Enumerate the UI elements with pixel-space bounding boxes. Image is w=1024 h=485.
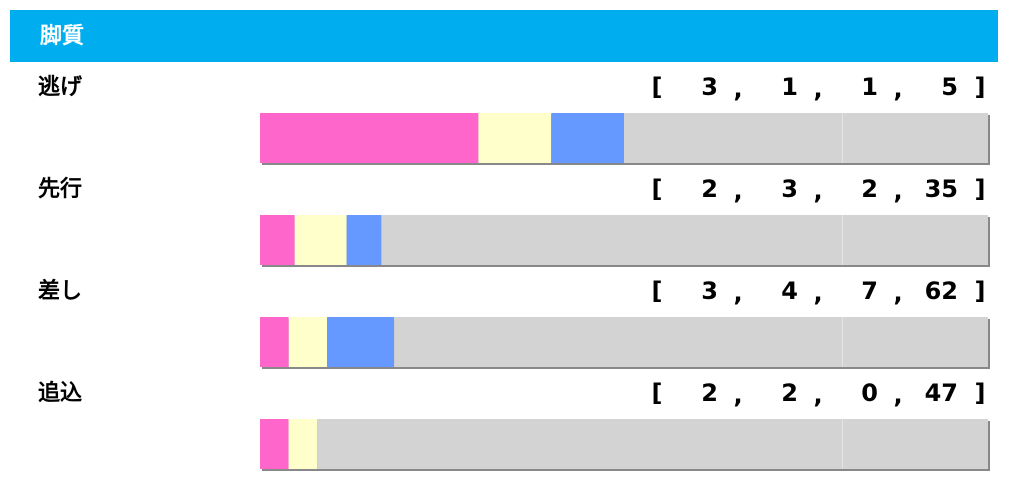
bar-segment — [551, 113, 624, 163]
separator: , — [893, 177, 902, 205]
separator: , — [893, 381, 902, 409]
bar-segment — [624, 113, 988, 163]
value-label: 4 — [781, 277, 798, 305]
value-label: 0 — [861, 379, 878, 407]
value-label: 5 — [941, 73, 958, 101]
bar-segment — [294, 215, 347, 265]
value-label: 3 — [701, 73, 718, 101]
bracket: ] — [975, 277, 986, 305]
category-label: 差し — [38, 278, 82, 304]
separator: , — [813, 75, 822, 103]
value-label: 2 — [781, 379, 798, 407]
bar-segment — [317, 419, 989, 469]
value-label: 7 — [861, 277, 878, 305]
separator: , — [893, 279, 902, 307]
header-bar — [10, 10, 998, 62]
value-label: 2 — [701, 175, 718, 203]
category-label: 先行 — [38, 176, 82, 202]
value-label: 2 — [861, 175, 878, 203]
separator: , — [813, 177, 822, 205]
value-label: 47 — [925, 379, 958, 407]
separator: , — [893, 75, 902, 103]
value-label: 3 — [701, 277, 718, 305]
separator: , — [813, 279, 822, 307]
bar-segment — [346, 215, 382, 265]
bar-segment — [381, 215, 988, 265]
bar-segment — [394, 317, 989, 367]
separator: , — [813, 381, 822, 409]
separator: , — [733, 75, 742, 103]
bracket: [ — [652, 277, 663, 305]
value-label: 2 — [701, 379, 718, 407]
separator: , — [733, 279, 742, 307]
bracket: ] — [975, 73, 986, 101]
separator: , — [733, 381, 742, 409]
value-label: 3 — [781, 175, 798, 203]
separator: , — [733, 177, 742, 205]
value-label: 1 — [781, 73, 798, 101]
value-label: 35 — [925, 175, 958, 203]
bar-segment — [260, 113, 479, 163]
chart-title: 脚質 — [40, 24, 84, 49]
bar-segment — [260, 419, 289, 469]
bar-segment — [327, 317, 395, 367]
bar-segment — [478, 113, 552, 163]
bar-segment — [260, 317, 289, 367]
bar-segment — [288, 419, 318, 469]
bar-segment — [288, 317, 328, 367]
value-label: 1 — [861, 73, 878, 101]
bracket: [ — [652, 175, 663, 203]
bar-segment — [260, 215, 295, 265]
category-label: 追込 — [38, 380, 82, 406]
category-label: 逃げ — [38, 75, 83, 100]
bracket: [ — [652, 73, 663, 101]
value-label: 62 — [925, 277, 958, 305]
bracket: ] — [975, 175, 986, 203]
bracket: [ — [652, 379, 663, 407]
bracket: ] — [975, 379, 986, 407]
